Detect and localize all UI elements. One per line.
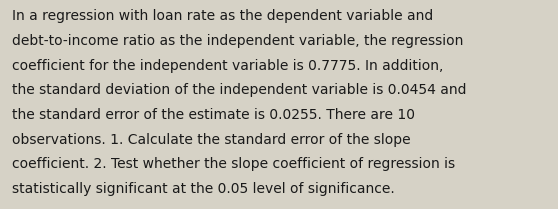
Text: statistically significant at the 0.05 level of significance.: statistically significant at the 0.05 le… [12,182,395,196]
Text: the standard error of the estimate is 0.0255. There are 10: the standard error of the estimate is 0.… [12,108,415,122]
Text: coefficient. 2. Test whether the slope coefficient of regression is: coefficient. 2. Test whether the slope c… [12,157,455,171]
Text: In a regression with loan rate as the dependent variable and: In a regression with loan rate as the de… [12,9,434,23]
Text: coefficient for the independent variable is 0.7775. In addition,: coefficient for the independent variable… [12,59,444,73]
Text: debt-to-income ratio as the independent variable, the regression: debt-to-income ratio as the independent … [12,34,464,48]
Text: the standard deviation of the independent variable is 0.0454 and: the standard deviation of the independen… [12,83,467,97]
Text: observations. 1. Calculate the standard error of the slope: observations. 1. Calculate the standard … [12,133,411,147]
